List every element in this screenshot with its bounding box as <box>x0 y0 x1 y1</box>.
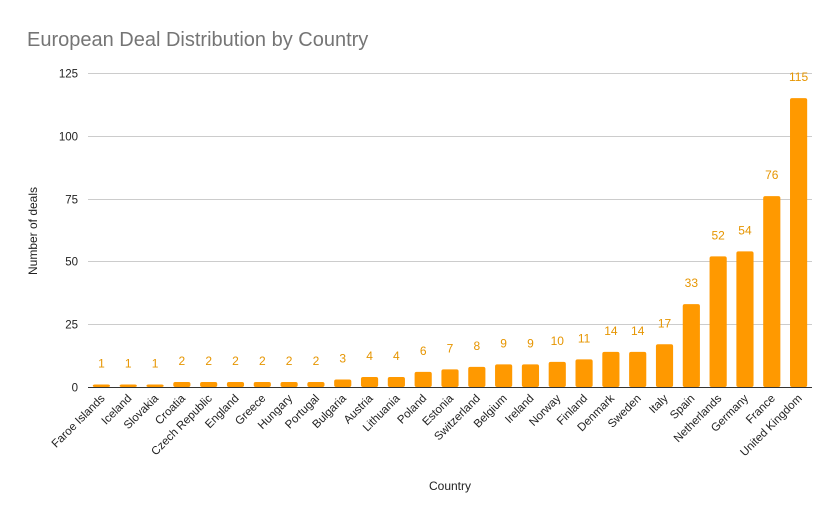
bar <box>602 351 620 387</box>
data-label: 115 <box>789 70 808 84</box>
bar <box>736 251 754 387</box>
bar <box>629 351 647 387</box>
bar <box>387 376 405 387</box>
data-label: 3 <box>339 351 346 365</box>
data-label: 54 <box>738 223 752 237</box>
x-axis-ticks: Faroe IslandsIcelandSlovakiaCroatiaCzech… <box>50 392 805 459</box>
bar <box>790 98 808 388</box>
data-label: 2 <box>179 354 186 368</box>
y-axis-title: Number of deals <box>26 187 40 275</box>
data-label: 9 <box>500 336 507 350</box>
data-label: 33 <box>685 276 699 290</box>
y-tick-label: 125 <box>59 69 78 81</box>
x-tick-label: Faroe Islands <box>50 392 108 450</box>
bar <box>495 364 513 387</box>
bar <box>655 344 674 387</box>
bar <box>414 371 432 387</box>
data-label: 10 <box>551 334 565 348</box>
bar <box>119 384 137 387</box>
y-axis-ticks: 0 25 50 75 100 125 <box>59 69 78 395</box>
data-label: 76 <box>765 168 779 182</box>
bar <box>253 381 271 387</box>
gridlines <box>88 73 812 325</box>
bar <box>548 361 566 387</box>
data-label: 1 <box>98 356 105 370</box>
bar <box>307 381 325 387</box>
bar <box>575 359 593 387</box>
bar <box>280 381 298 387</box>
bar <box>709 256 727 387</box>
bar <box>763 196 781 387</box>
bar <box>200 381 218 387</box>
data-label: 7 <box>447 341 454 355</box>
bar <box>173 381 191 387</box>
data-label: 2 <box>286 354 293 368</box>
data-label: 1 <box>125 356 132 370</box>
data-label: 17 <box>658 316 672 330</box>
bar <box>146 384 164 387</box>
data-label: 6 <box>420 344 427 358</box>
data-label: 14 <box>631 324 645 338</box>
data-label: 11 <box>578 331 591 345</box>
bar <box>468 366 486 387</box>
bar <box>360 376 379 387</box>
data-label: 1 <box>152 356 159 370</box>
y-tick-label: 100 <box>59 132 78 144</box>
bar <box>334 379 352 387</box>
x-axis-title: Country <box>429 479 471 493</box>
y-tick-label: 75 <box>65 195 78 207</box>
bar <box>682 304 700 387</box>
data-label: 4 <box>393 349 400 363</box>
x-tick-label: Italy <box>647 392 671 416</box>
data-label: 9 <box>527 336 534 350</box>
y-tick-label: 50 <box>65 257 78 269</box>
bars <box>92 98 808 388</box>
bar <box>226 381 245 387</box>
data-label: 2 <box>232 354 239 368</box>
bar <box>92 384 110 387</box>
bar <box>441 369 459 387</box>
bar <box>521 364 540 387</box>
y-tick-label: 25 <box>65 320 78 332</box>
chart-title: European Deal Distribution by Country <box>27 29 368 51</box>
data-label: 8 <box>473 339 480 353</box>
y-tick-label: 0 <box>72 383 78 395</box>
data-label: 14 <box>604 324 618 338</box>
data-label: 2 <box>205 354 212 368</box>
data-label: 2 <box>259 354 266 368</box>
data-label: 4 <box>366 349 373 363</box>
data-label: 2 <box>313 354 320 368</box>
data-label: 52 <box>711 228 725 242</box>
